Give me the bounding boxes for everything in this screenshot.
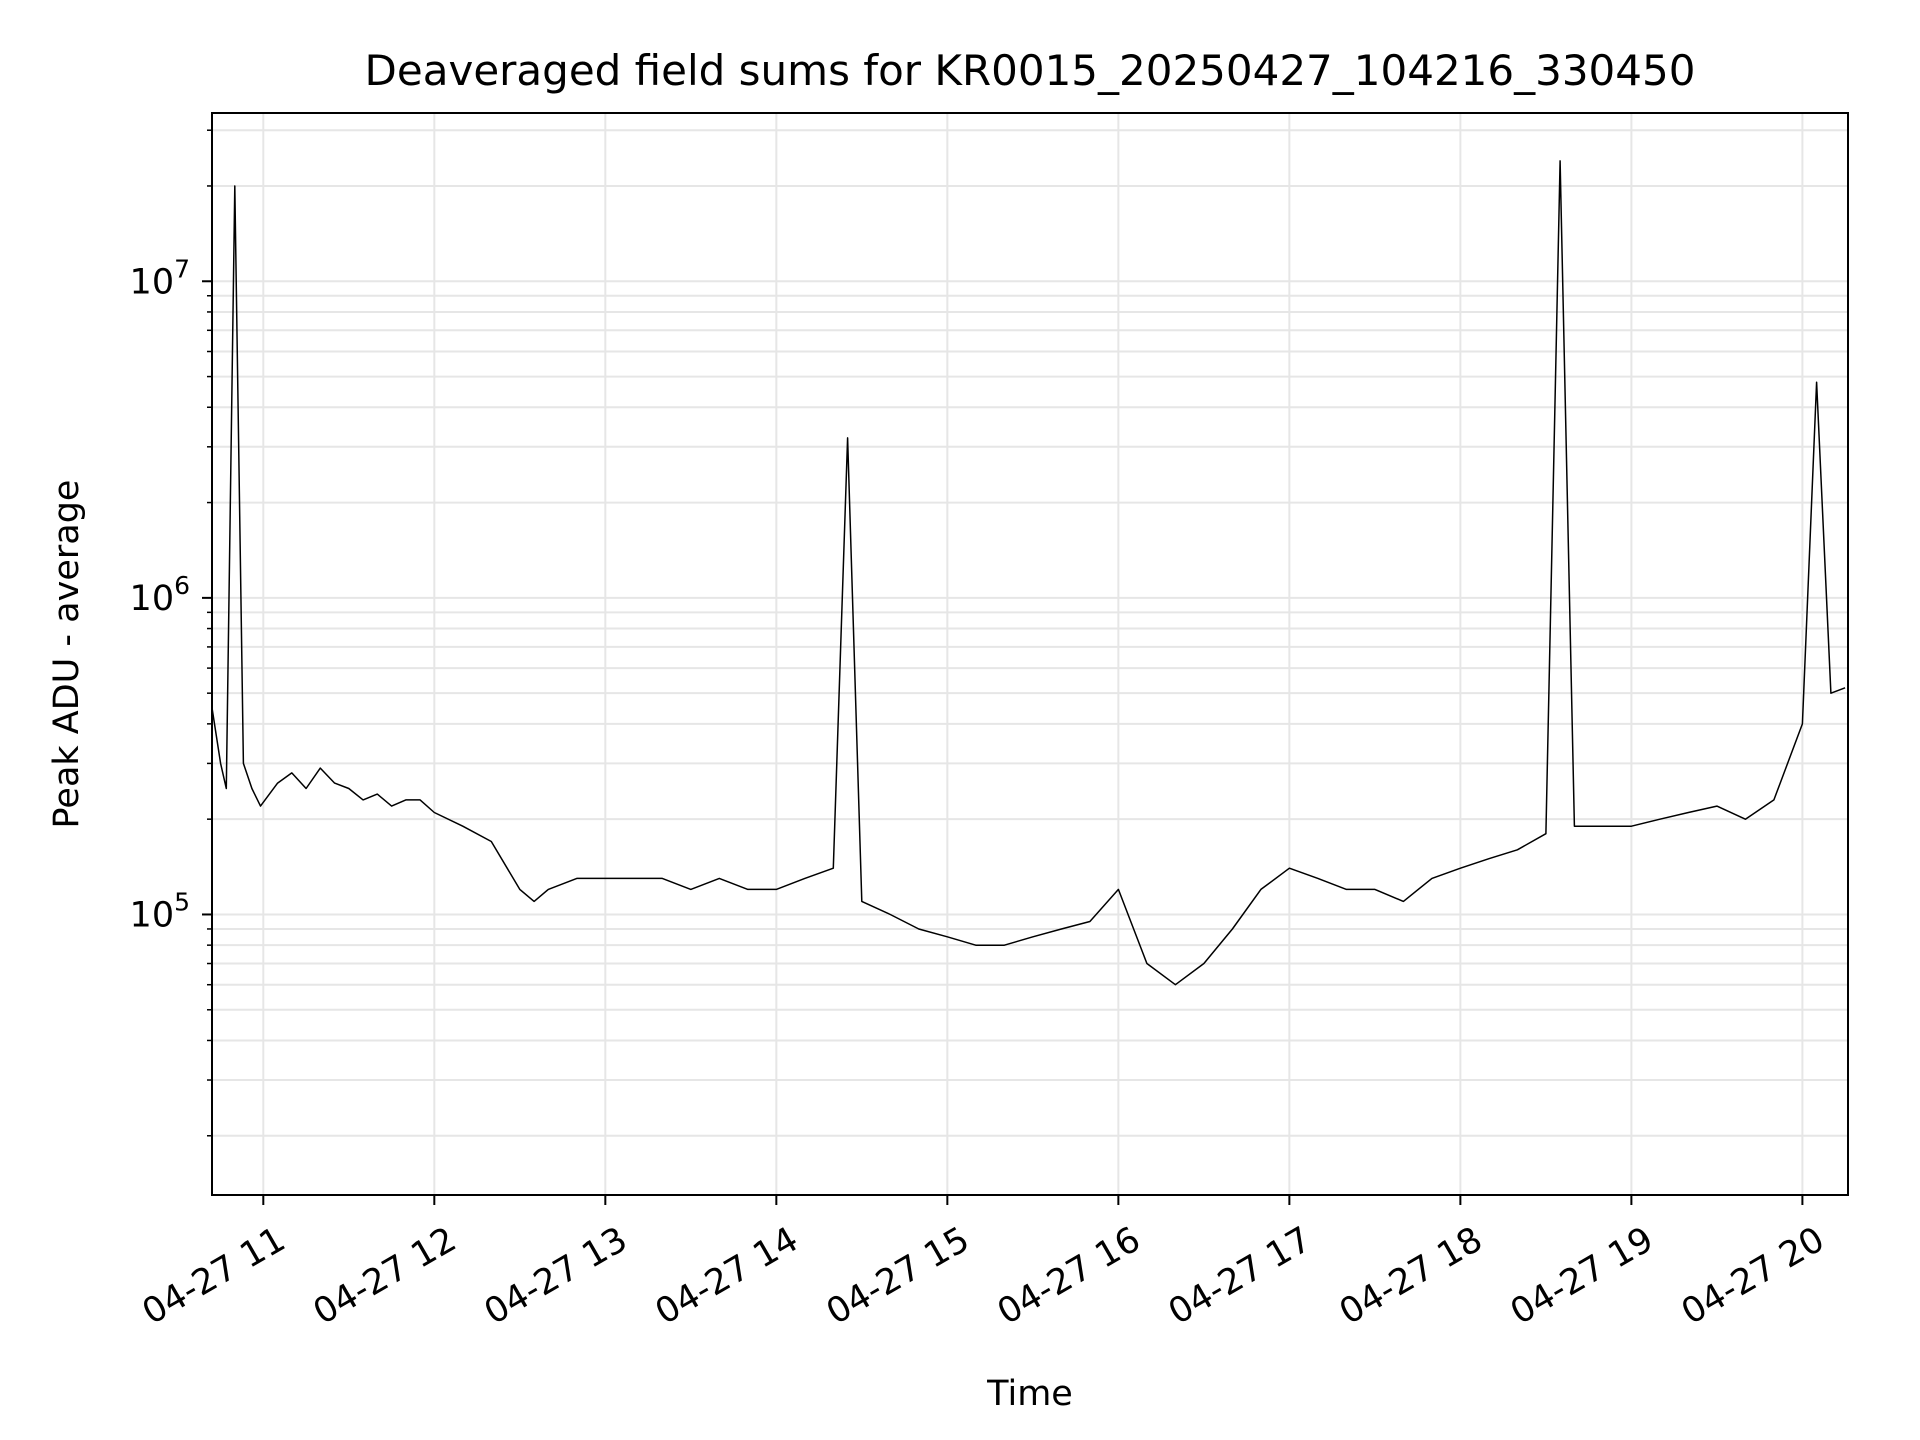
grid-major xyxy=(212,113,1848,1195)
plot-area-background xyxy=(212,113,1848,1195)
x-tick-label: 04-27 20 xyxy=(1675,1220,1831,1333)
x-tick-label: 04-27 15 xyxy=(820,1220,976,1333)
x-tick-label: 04-27 18 xyxy=(1333,1220,1489,1333)
chart-title: Deaveraged field sums for KR0015_2025042… xyxy=(365,46,1696,95)
x-tick-label: 04-27 11 xyxy=(136,1220,292,1333)
x-axis-ticks: 04-27 11 04-27 12 04-27 13 04-27 14 04-27 15… xyxy=(136,1195,1831,1333)
x-tick-label: 04-27 14 xyxy=(649,1220,805,1333)
y-tick-label: 107 xyxy=(130,254,190,302)
series-line xyxy=(211,160,1846,986)
series-layer xyxy=(211,160,1846,986)
x-tick-label: 04-27 16 xyxy=(991,1220,1147,1333)
x-tick-label: 04-27 17 xyxy=(1162,1220,1318,1333)
y-axis-label: Peak ADU - average xyxy=(47,480,87,829)
plot-frame xyxy=(211,112,1849,1196)
x-tick-label: 04-27 12 xyxy=(307,1220,463,1333)
grid-minor xyxy=(212,129,1848,1137)
x-tick-label: 04-27 19 xyxy=(1504,1220,1660,1333)
y-tick-label: 105 xyxy=(130,887,190,935)
x-axis-label: Time xyxy=(986,1374,1073,1414)
y-tick-label: 106 xyxy=(130,571,190,619)
y-axis-ticks: 105 106 107 xyxy=(130,129,212,1137)
x-tick-label: 04-27 13 xyxy=(478,1220,634,1333)
